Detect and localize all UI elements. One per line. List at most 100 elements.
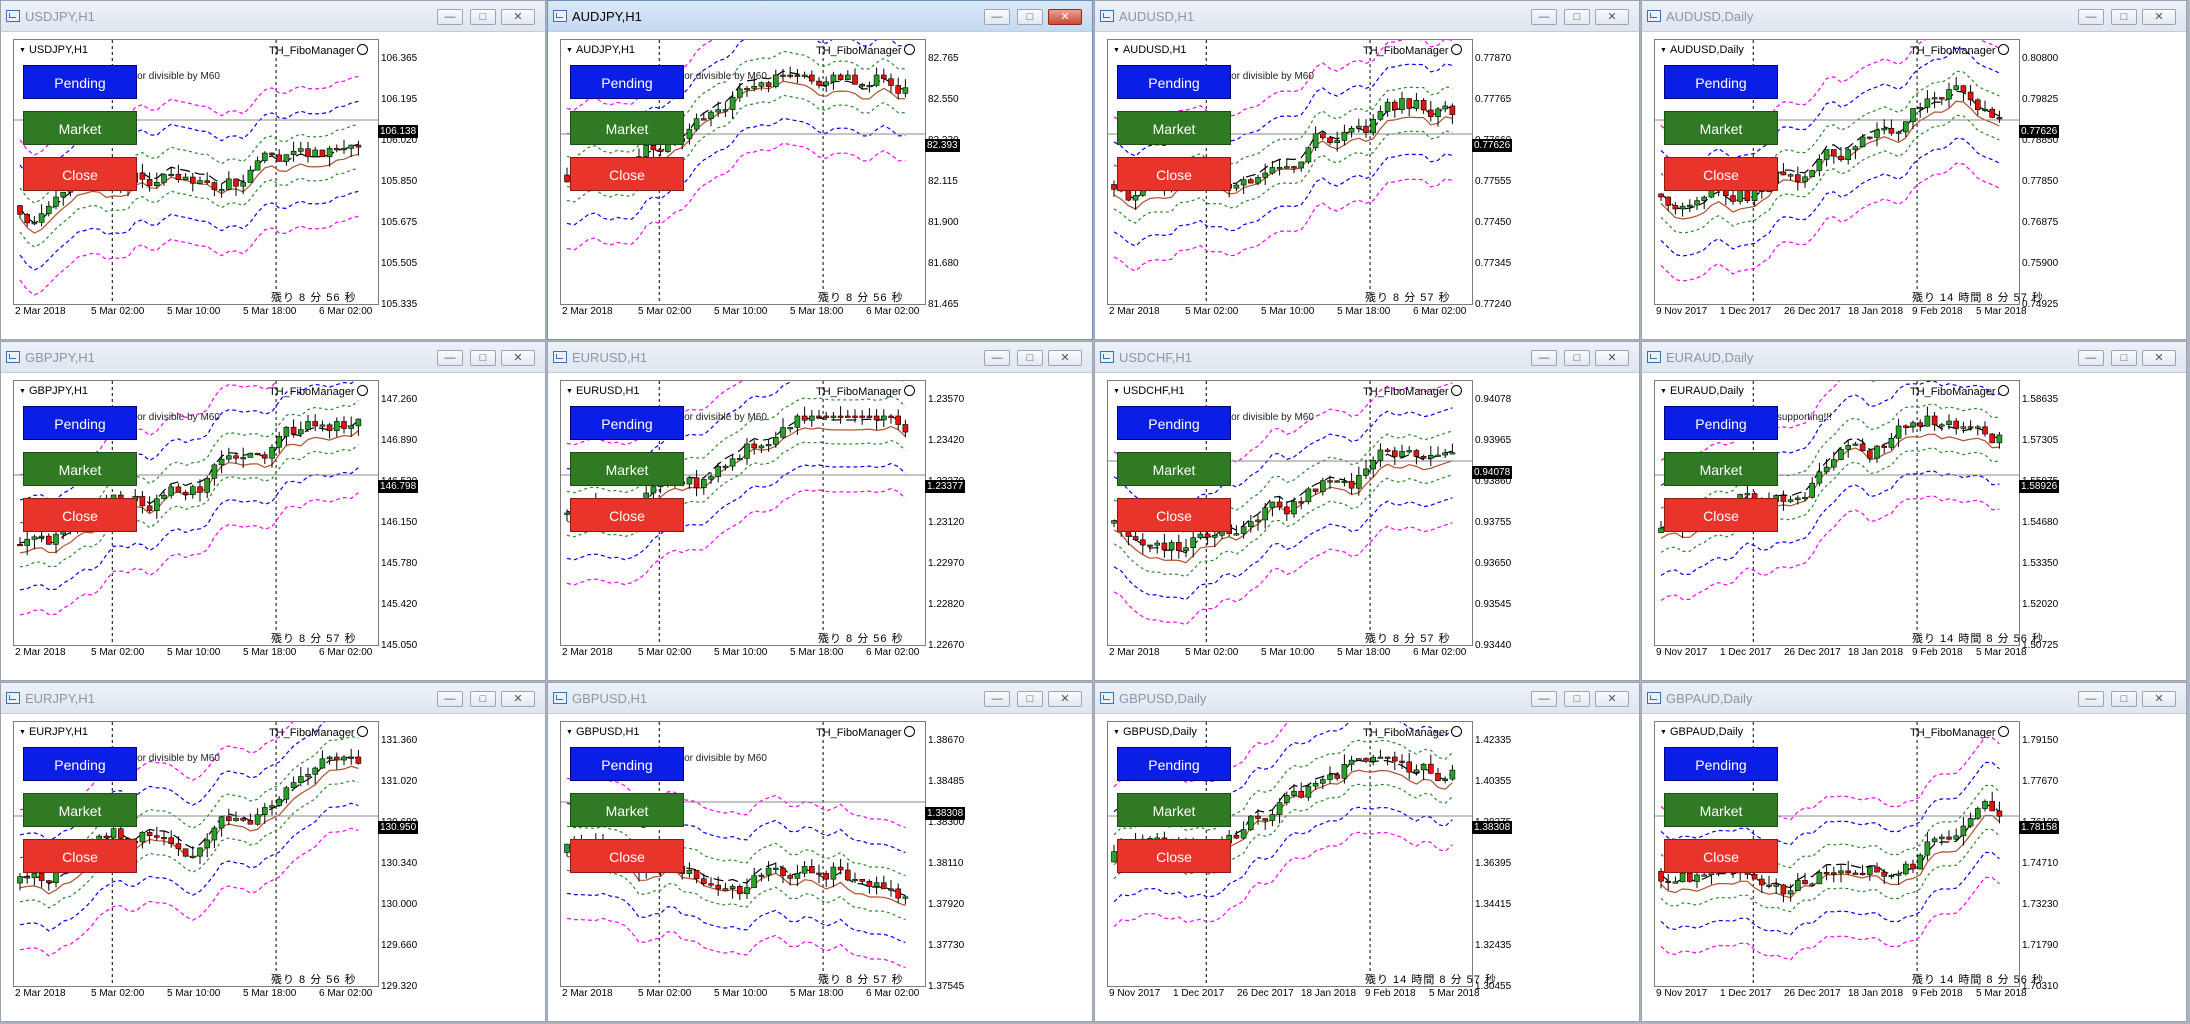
maximize-icon[interactable]: □ xyxy=(2111,9,2137,25)
window-titlebar[interactable]: USDCHF,H1 — □ ✕ xyxy=(1095,342,1639,373)
market-button[interactable]: Market xyxy=(1664,111,1778,145)
market-button[interactable]: Market xyxy=(570,111,684,145)
pending-button[interactable]: Pending xyxy=(570,65,684,99)
window-titlebar[interactable]: AUDUSD,H1 — □ ✕ xyxy=(1095,1,1639,32)
market-button[interactable]: Market xyxy=(1664,793,1778,827)
close-icon[interactable]: ✕ xyxy=(1595,350,1629,366)
chart-window[interactable]: GBPAUD,Daily — □ ✕ GBPAUD,Daily TH_FiboM… xyxy=(1641,682,2187,1022)
maximize-icon[interactable]: □ xyxy=(470,691,496,707)
symbol-label[interactable]: USDCHF,H1 xyxy=(1113,385,1185,397)
symbol-label[interactable]: EURAUD,Daily xyxy=(1660,385,1744,397)
symbol-label[interactable]: USDJPY,H1 xyxy=(19,44,88,56)
chart-window[interactable]: AUDUSD,Daily — □ ✕ AUDUSD,Daily TH_FiboM… xyxy=(1641,0,2187,340)
close-icon[interactable]: ✕ xyxy=(1048,691,1082,707)
close-position-button[interactable]: Close xyxy=(570,839,684,873)
symbol-label[interactable]: GBPAUD,Daily xyxy=(1660,726,1743,738)
close-position-button[interactable]: Close xyxy=(23,839,137,873)
close-position-button[interactable]: Close xyxy=(23,157,137,191)
maximize-icon[interactable]: □ xyxy=(1564,350,1590,366)
close-position-button[interactable]: Close xyxy=(570,157,684,191)
market-button[interactable]: Market xyxy=(570,793,684,827)
symbol-label[interactable]: AUDUSD,H1 xyxy=(1113,44,1187,56)
close-position-button[interactable]: Close xyxy=(1664,157,1778,191)
window-titlebar[interactable]: AUDUSD,Daily — □ ✕ xyxy=(1642,1,2186,32)
pending-button[interactable]: Pending xyxy=(23,747,137,781)
close-icon[interactable]: ✕ xyxy=(501,9,535,25)
minimize-icon[interactable]: — xyxy=(1531,9,1557,25)
close-icon[interactable]: ✕ xyxy=(2142,9,2176,25)
chart-window[interactable]: GBPUSD,H1 — □ ✕ GBPUSD,H1 TH_FiboManager… xyxy=(547,682,1093,1022)
window-titlebar[interactable]: EURUSD,H1 — □ ✕ xyxy=(548,342,1092,373)
close-position-button[interactable]: Close xyxy=(570,498,684,532)
pending-button[interactable]: Pending xyxy=(1664,747,1778,781)
symbol-label[interactable]: EURJPY,H1 xyxy=(19,726,88,738)
chart-window[interactable]: EURUSD,H1 — □ ✕ EURUSD,H1 TH_FiboManager… xyxy=(547,341,1093,681)
pending-button[interactable]: Pending xyxy=(570,406,684,440)
maximize-icon[interactable]: □ xyxy=(470,9,496,25)
maximize-icon[interactable]: □ xyxy=(1564,9,1590,25)
close-position-button[interactable]: Close xyxy=(1664,498,1778,532)
chart-window[interactable]: EURAUD,Daily — □ ✕ EURAUD,Daily TH_FiboM… xyxy=(1641,341,2187,681)
window-titlebar[interactable]: GBPUSD,Daily — □ ✕ xyxy=(1095,683,1639,714)
symbol-label[interactable]: GBPJPY,H1 xyxy=(19,385,88,397)
symbol-label[interactable]: EURUSD,H1 xyxy=(566,385,640,397)
pending-button[interactable]: Pending xyxy=(1117,747,1231,781)
market-button[interactable]: Market xyxy=(1117,452,1231,486)
minimize-icon[interactable]: — xyxy=(437,350,463,366)
minimize-icon[interactable]: — xyxy=(1531,350,1557,366)
market-button[interactable]: Market xyxy=(1117,793,1231,827)
close-position-button[interactable]: Close xyxy=(1117,157,1231,191)
window-titlebar[interactable]: GBPAUD,Daily — □ ✕ xyxy=(1642,683,2186,714)
pending-button[interactable]: Pending xyxy=(1664,406,1778,440)
minimize-icon[interactable]: — xyxy=(437,691,463,707)
close-icon[interactable]: ✕ xyxy=(1595,691,1629,707)
pending-button[interactable]: Pending xyxy=(1117,65,1231,99)
market-button[interactable]: Market xyxy=(23,452,137,486)
maximize-icon[interactable]: □ xyxy=(1017,691,1043,707)
close-icon[interactable]: ✕ xyxy=(1048,9,1082,25)
close-icon[interactable]: ✕ xyxy=(501,691,535,707)
symbol-label[interactable]: GBPUSD,Daily xyxy=(1113,726,1197,738)
minimize-icon[interactable]: — xyxy=(2078,691,2104,707)
symbol-label[interactable]: AUDUSD,Daily xyxy=(1660,44,1744,56)
market-button[interactable]: Market xyxy=(1664,452,1778,486)
pending-button[interactable]: Pending xyxy=(570,747,684,781)
pending-button[interactable]: Pending xyxy=(23,65,137,99)
pending-button[interactable]: Pending xyxy=(1664,65,1778,99)
window-titlebar[interactable]: GBPUSD,H1 — □ ✕ xyxy=(548,683,1092,714)
close-icon[interactable]: ✕ xyxy=(1048,350,1082,366)
close-icon[interactable]: ✕ xyxy=(2142,350,2176,366)
maximize-icon[interactable]: □ xyxy=(1017,9,1043,25)
market-button[interactable]: Market xyxy=(570,452,684,486)
chart-window[interactable]: USDCHF,H1 — □ ✕ USDCHF,H1 TH_FiboManager… xyxy=(1094,341,1640,681)
maximize-icon[interactable]: □ xyxy=(2111,350,2137,366)
symbol-label[interactable]: AUDJPY,H1 xyxy=(566,44,635,56)
window-titlebar[interactable]: GBPJPY,H1 — □ ✕ xyxy=(1,342,545,373)
pending-button[interactable]: Pending xyxy=(1117,406,1231,440)
market-button[interactable]: Market xyxy=(23,111,137,145)
chart-window[interactable]: GBPJPY,H1 — □ ✕ GBPJPY,H1 TH_FiboManager… xyxy=(0,341,546,681)
maximize-icon[interactable]: □ xyxy=(1564,691,1590,707)
close-position-button[interactable]: Close xyxy=(23,498,137,532)
chart-window[interactable]: EURJPY,H1 — □ ✕ EURJPY,H1 TH_FiboManager… xyxy=(0,682,546,1022)
window-titlebar[interactable]: AUDJPY,H1 — □ ✕ xyxy=(548,1,1092,32)
minimize-icon[interactable]: — xyxy=(984,350,1010,366)
minimize-icon[interactable]: — xyxy=(1531,691,1557,707)
close-position-button[interactable]: Close xyxy=(1117,498,1231,532)
minimize-icon[interactable]: — xyxy=(984,9,1010,25)
market-button[interactable]: Market xyxy=(1117,111,1231,145)
maximize-icon[interactable]: □ xyxy=(1017,350,1043,366)
close-icon[interactable]: ✕ xyxy=(501,350,535,366)
window-titlebar[interactable]: EURAUD,Daily — □ ✕ xyxy=(1642,342,2186,373)
maximize-icon[interactable]: □ xyxy=(470,350,496,366)
close-position-button[interactable]: Close xyxy=(1664,839,1778,873)
maximize-icon[interactable]: □ xyxy=(2111,691,2137,707)
window-titlebar[interactable]: EURJPY,H1 — □ ✕ xyxy=(1,683,545,714)
close-position-button[interactable]: Close xyxy=(1117,839,1231,873)
close-icon[interactable]: ✕ xyxy=(2142,691,2176,707)
chart-window[interactable]: AUDUSD,H1 — □ ✕ AUDUSD,H1 TH_FiboManager… xyxy=(1094,0,1640,340)
minimize-icon[interactable]: — xyxy=(2078,350,2104,366)
chart-window[interactable]: AUDJPY,H1 — □ ✕ AUDJPY,H1 TH_FiboManager… xyxy=(547,0,1093,340)
minimize-icon[interactable]: — xyxy=(2078,9,2104,25)
market-button[interactable]: Market xyxy=(23,793,137,827)
